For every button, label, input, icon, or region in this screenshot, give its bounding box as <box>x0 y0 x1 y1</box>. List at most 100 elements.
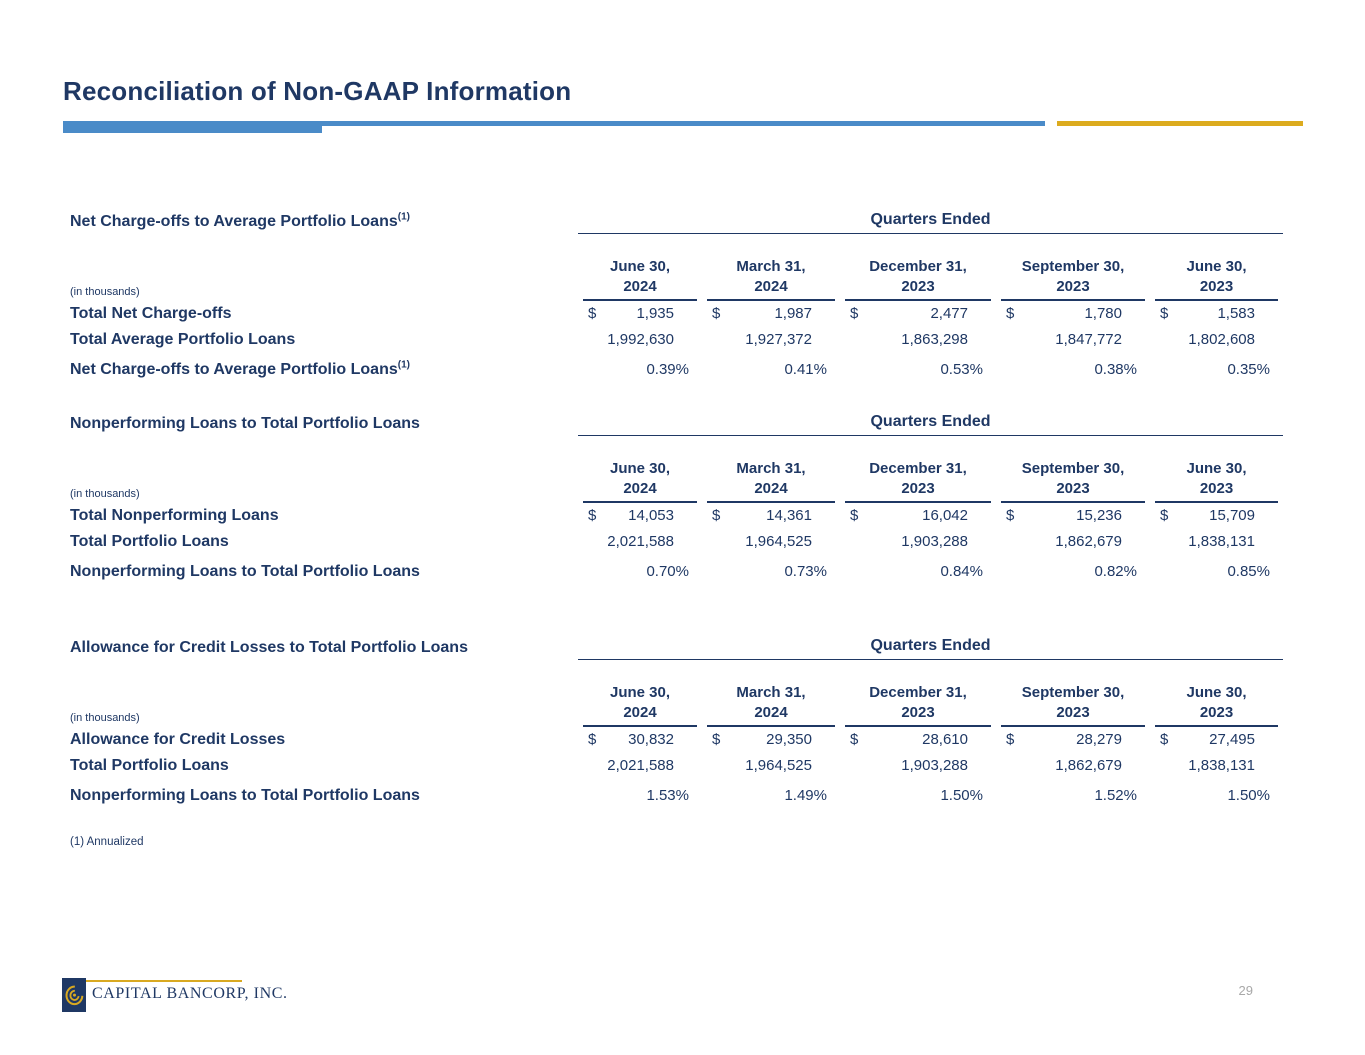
table-cell: 0.82% <box>1094 563 1137 580</box>
table-cell: 1.50% <box>1227 787 1270 804</box>
table-cell: 2,021,588 <box>607 757 674 774</box>
dollar-sign: $ <box>1006 731 1015 748</box>
in-thousands-label: (in thousands) <box>70 286 140 298</box>
table-title: Net Charge-offs to Average Portfolio Loa… <box>63 211 578 234</box>
column-header: September 30, 2023 <box>1001 683 1145 727</box>
row-label: Net Charge-offs to Average Portfolio Loa… <box>70 359 410 378</box>
divider-thick-blue-bar <box>63 121 322 133</box>
table-cell: 1,838,131 <box>1188 533 1255 550</box>
table-cell: 0.70% <box>646 563 689 580</box>
table-cell: $15,709 <box>1150 503 1283 529</box>
footnote-annualized: (1) Annualized <box>70 836 144 848</box>
table-row: Net Charge-offs to Average Portfolio Loa… <box>63 357 1283 383</box>
title-divider <box>0 121 1365 135</box>
dollar-sign: $ <box>1160 731 1169 748</box>
dollar-sign: $ <box>850 731 859 748</box>
table-cell: 1,862,679 <box>1055 757 1122 774</box>
table-cell: 0.85% <box>1227 563 1270 580</box>
row-label: Allowance for Credit Losses <box>70 731 286 748</box>
table-cell: 1.53% <box>646 787 689 804</box>
column-header: June 30, 2023 <box>1155 459 1278 503</box>
row-label: Total Nonperforming Loans <box>70 507 279 524</box>
table-row: Allowance for Credit Losses $30,832 $29,… <box>63 727 1283 753</box>
table-cell: $2,477 <box>840 301 996 327</box>
in-thousands-label: (in thousands) <box>70 712 140 724</box>
column-header: March 31, 2024 <box>707 459 835 503</box>
row-label: Total Portfolio Loans <box>70 757 229 774</box>
table-title-footnote-ref: (1) <box>397 211 410 223</box>
column-header: March 31, 2024 <box>707 257 835 301</box>
page-number: 29 <box>1238 983 1253 998</box>
dollar-sign: $ <box>850 507 859 524</box>
dollar-sign: $ <box>850 305 859 322</box>
table-cell: 1.49% <box>784 787 827 804</box>
table-cell: $1,780 <box>996 301 1150 327</box>
table-cell: 0.39% <box>646 361 689 378</box>
table-cell: $27,495 <box>1150 727 1283 753</box>
table-allowance-credit-losses: Allowance for Credit Losses to Total Por… <box>63 637 1283 809</box>
dollar-sign: $ <box>588 731 597 748</box>
dollar-sign: $ <box>1006 305 1015 322</box>
table-cell: 0.73% <box>784 563 827 580</box>
logo-spiral-icon <box>62 978 86 1012</box>
dollar-sign: $ <box>712 305 721 322</box>
quarters-ended-header: Quarters Ended <box>578 211 1283 234</box>
table-title: Allowance for Credit Losses to Total Por… <box>63 639 578 660</box>
table-cell: 0.53% <box>940 361 983 378</box>
column-header: June 30, 2024 <box>583 257 697 301</box>
table-cell: 1,903,288 <box>901 533 968 550</box>
table-cell: 0.41% <box>784 361 827 378</box>
table-cell: 1.52% <box>1094 787 1137 804</box>
table-cell: $1,935 <box>578 301 702 327</box>
table-cell: $15,236 <box>996 503 1150 529</box>
table-cell: 1,927,372 <box>745 331 812 348</box>
table-net-charge-offs: Net Charge-offs to Average Portfolio Loa… <box>63 211 1283 383</box>
divider-gold-line <box>1057 121 1303 126</box>
column-header: June 30, 2024 <box>583 683 697 727</box>
tables-container: Net Charge-offs to Average Portfolio Loa… <box>63 211 1283 809</box>
table-cell: 1,862,679 <box>1055 533 1122 550</box>
column-header: December 31, 2023 <box>845 459 991 503</box>
table-cell: 0.38% <box>1094 361 1137 378</box>
table-cell: 1,847,772 <box>1055 331 1122 348</box>
table-cell: 1,802,608 <box>1188 331 1255 348</box>
table-cell: 0.84% <box>940 563 983 580</box>
row-label-footnote-ref: (1) <box>397 359 410 371</box>
column-header: June 30, 2024 <box>583 459 697 503</box>
table-cell: $16,042 <box>840 503 996 529</box>
column-header: March 31, 2024 <box>707 683 835 727</box>
divider-thin-blue-line <box>322 121 1045 126</box>
row-label: Total Portfolio Loans <box>70 533 229 550</box>
logo-company-name: CAPITAL BANCORP, INC. <box>92 985 288 1002</box>
table-nonperforming-loans: Nonperforming Loans to Total Portfolio L… <box>63 413 1283 585</box>
in-thousands-label: (in thousands) <box>70 488 140 500</box>
column-header: June 30, 2023 <box>1155 257 1278 301</box>
table-row: Total Net Charge-offs $1,935 $1,987 $2,4… <box>63 301 1283 327</box>
table-cell: 1,964,525 <box>745 533 812 550</box>
table-cell: 1,838,131 <box>1188 757 1255 774</box>
quarters-ended-header: Quarters Ended <box>578 413 1283 436</box>
quarters-ended-header: Quarters Ended <box>578 637 1283 660</box>
table-cell: $1,987 <box>702 301 840 327</box>
table-title-text: Net Charge-offs to Average Portfolio Loa… <box>70 213 398 230</box>
column-header: December 31, 2023 <box>845 683 991 727</box>
table-cell: $28,279 <box>996 727 1150 753</box>
dollar-sign: $ <box>1006 507 1015 524</box>
dollar-sign: $ <box>712 731 721 748</box>
table-cell: 0.35% <box>1227 361 1270 378</box>
row-label: Nonperforming Loans to Total Portfolio L… <box>70 787 420 804</box>
column-header: June 30, 2023 <box>1155 683 1278 727</box>
table-row: Total Portfolio Loans 2,021,588 1,964,52… <box>63 529 1283 555</box>
table-title-text: Nonperforming Loans to Total Portfolio L… <box>70 415 420 432</box>
table-row: Total Portfolio Loans 2,021,588 1,964,52… <box>63 753 1283 779</box>
column-header: September 30, 2023 <box>1001 459 1145 503</box>
table-cell: $28,610 <box>840 727 996 753</box>
table-cell: 1,964,525 <box>745 757 812 774</box>
table-row: Nonperforming Loans to Total Portfolio L… <box>63 783 1283 809</box>
table-title: Nonperforming Loans to Total Portfolio L… <box>63 415 578 436</box>
table-cell: 1,863,298 <box>901 331 968 348</box>
table-cell: 1,992,630 <box>607 331 674 348</box>
table-cell: $30,832 <box>578 727 702 753</box>
dollar-sign: $ <box>588 305 597 322</box>
